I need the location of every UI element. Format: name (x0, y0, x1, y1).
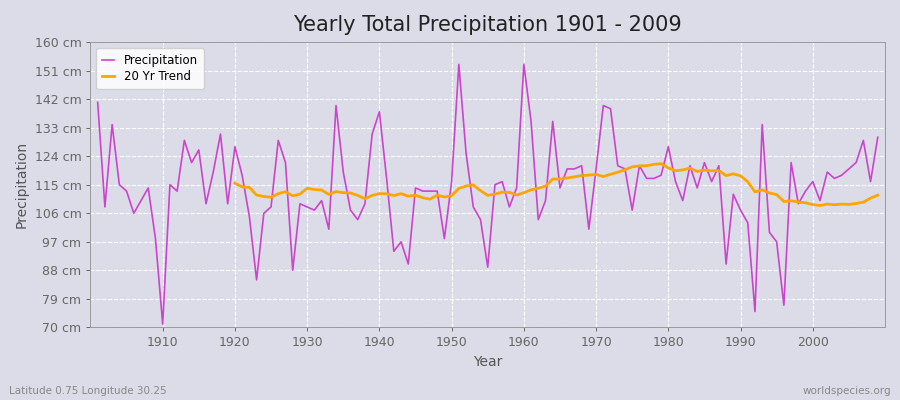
Precipitation (359, 201, 370, 206)
Text: worldspecies.org: worldspecies.org (803, 386, 891, 396)
Precipitation (150, 236, 161, 241)
20 Yr Trend (685, 166, 696, 170)
20 Yr Trend (230, 181, 240, 186)
Text: Latitude 0.75 Longitude 30.25: Latitude 0.75 Longitude 30.25 (9, 386, 166, 396)
20 Yr Trend (316, 188, 327, 192)
Line: 20 Yr Trend: 20 Yr Trend (235, 164, 878, 206)
20 Yr Trend (872, 193, 883, 198)
20 Yr Trend (814, 203, 825, 208)
Title: Yearly Total Precipitation 1901 - 2009: Yearly Total Precipitation 1901 - 2009 (293, 15, 682, 35)
20 Yr Trend (858, 200, 868, 204)
20 Yr Trend (425, 197, 436, 202)
Y-axis label: Precipitation: Precipitation (15, 141, 29, 228)
Precipitation (526, 119, 536, 124)
X-axis label: Year: Year (473, 355, 502, 369)
20 Yr Trend (656, 161, 667, 166)
Precipitation (93, 100, 104, 105)
20 Yr Trend (771, 192, 782, 197)
20 Yr Trend (786, 198, 796, 203)
Precipitation (619, 166, 630, 171)
Precipitation (533, 217, 544, 222)
Line: Precipitation: Precipitation (98, 64, 878, 324)
Precipitation (872, 135, 883, 140)
Legend: Precipitation, 20 Yr Trend: Precipitation, 20 Yr Trend (96, 48, 203, 89)
Precipitation (316, 198, 327, 203)
Precipitation (158, 322, 168, 327)
Precipitation (454, 62, 464, 67)
